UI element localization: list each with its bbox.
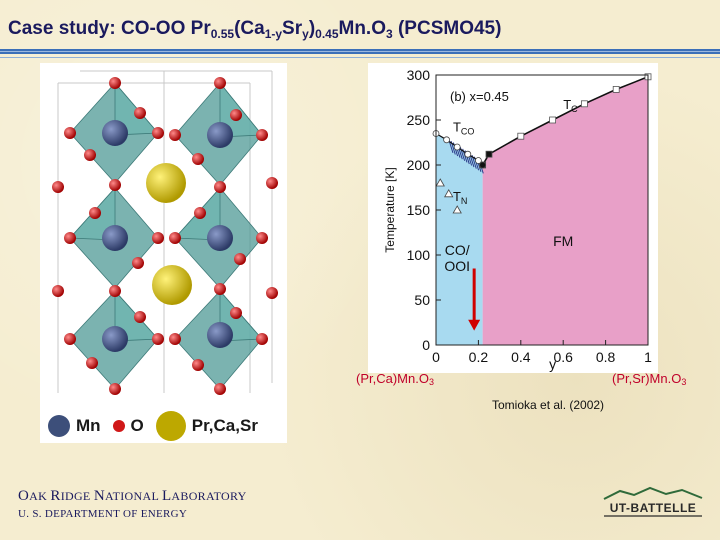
slide-title: Case study: CO-OO Pr0.55(Ca1-ySry)0.45Mn… bbox=[8, 18, 502, 41]
axis-ticks: 0 50 100 150 200 250 300 0 0.2 0.4 0.6 0.8 1 bbox=[407, 67, 652, 365]
tco-point bbox=[443, 136, 450, 144]
x-tick-label: 0.2 bbox=[469, 349, 489, 365]
reference-citation: Tomioka et al. (2002) bbox=[492, 398, 605, 412]
x-tick-label: 0.6 bbox=[553, 349, 573, 365]
series-label-Tc: TC bbox=[563, 97, 578, 114]
title-divider-thin bbox=[0, 57, 720, 58]
y-tick-label: 50 bbox=[414, 292, 430, 308]
ornl-name-part: R bbox=[50, 488, 61, 504]
x-axis-label: y bbox=[549, 356, 556, 372]
phase-diagram: 0 50 100 150 200 250 300 0 0.2 0.4 0.6 0.8 1 Tempera… bbox=[368, 63, 658, 373]
o-legend-swatch bbox=[112, 420, 125, 432]
ornl-name-part: ATIONAL bbox=[105, 489, 162, 503]
region-labels: CO/OOI FM bbox=[444, 233, 573, 274]
tc-point bbox=[549, 116, 557, 124]
tn-point bbox=[435, 178, 445, 187]
tc-point bbox=[580, 100, 588, 108]
tco-point bbox=[453, 143, 461, 151]
y-tick-label: 300 bbox=[407, 67, 431, 83]
a-site-atoms bbox=[146, 163, 192, 305]
o-atoms bbox=[52, 77, 278, 395]
tn-point bbox=[452, 205, 462, 214]
a-site-legend-swatch bbox=[155, 411, 186, 441]
ut-battelle-mountain-icon bbox=[603, 486, 703, 517]
crystal-structure-svg bbox=[52, 70, 278, 395]
octahedra bbox=[69, 81, 263, 390]
tn-point bbox=[444, 188, 454, 198]
y-tick-label: 200 bbox=[407, 157, 431, 173]
composition-arrow bbox=[468, 268, 481, 331]
series-labels: TC TCO TN bbox=[453, 97, 578, 206]
ornl-name-part: N bbox=[93, 488, 105, 504]
mn-legend-swatch bbox=[48, 415, 70, 437]
o-legend-label: O bbox=[130, 416, 144, 435]
ornl-wordmark: OAK RIDGE NATIONAL LABORATORY U. S. DEPA… bbox=[18, 488, 247, 520]
composition-left-label: (Pr,Ca)Mn.O3 bbox=[356, 371, 434, 387]
composition-right-label: (Pr,Sr)Mn.O3 bbox=[612, 371, 687, 387]
y-tick-label: 150 bbox=[407, 202, 431, 218]
atom-legend: Mn O Pr,Ca,Sr bbox=[48, 410, 258, 442]
tco-point bbox=[464, 150, 472, 158]
ornl-name-part: AK bbox=[29, 489, 51, 503]
tc-point bbox=[517, 132, 525, 140]
tc-point bbox=[485, 150, 493, 158]
y-tick-label: 100 bbox=[407, 247, 431, 263]
region-label-fm: FM bbox=[553, 233, 573, 249]
ornl-name-part: O bbox=[18, 488, 30, 504]
data-points bbox=[432, 73, 652, 214]
x-tick-label: 0.4 bbox=[511, 349, 531, 365]
y-tick-label: 0 bbox=[422, 337, 430, 353]
co-ooi-region bbox=[436, 133, 483, 345]
region-label-co-ooi: CO/ bbox=[445, 242, 470, 258]
tco-point bbox=[479, 161, 487, 169]
y-axis-label: Temperature [K] bbox=[383, 167, 397, 252]
a-site-legend-label: Pr,Ca,Sr bbox=[191, 416, 258, 435]
series-label-Tco: TCO bbox=[453, 120, 474, 137]
region-label-co-ooi: OOI bbox=[444, 258, 470, 274]
crystal-structure-figure bbox=[40, 63, 287, 443]
ornl-name-part: ABORATORY bbox=[171, 489, 247, 503]
y-tick-label: 250 bbox=[407, 112, 431, 128]
ornl-name-part: IDGE bbox=[60, 489, 94, 503]
phase-diagram-svg: 0 50 100 150 200 250 300 0 0.2 0.4 0.6 0.8 1 Tempera… bbox=[383, 67, 652, 372]
title-divider bbox=[0, 49, 720, 54]
panel-label: (b) x=0.45 bbox=[450, 89, 509, 104]
ornl-name: OAK RIDGE NATIONAL LABORATORY bbox=[18, 488, 247, 505]
x-tick-label: 0.8 bbox=[596, 349, 616, 365]
ornl-department: U. S. DEPARTMENT OF ENERGY bbox=[18, 508, 188, 520]
tco-point bbox=[475, 157, 482, 164]
ornl-name-part: L bbox=[161, 488, 172, 504]
ut-battelle-text: UT-BATTELLE bbox=[609, 501, 697, 515]
ut-battelle-logo: UT-BATTELLE bbox=[600, 485, 706, 519]
fm-region bbox=[482, 76, 648, 346]
x-tick-label: 0 bbox=[432, 349, 440, 365]
tc-point bbox=[612, 85, 620, 93]
arrow-head bbox=[468, 319, 481, 331]
x-tick-label: 1 bbox=[644, 349, 652, 365]
series-label-TN: TN bbox=[453, 189, 467, 206]
mn-legend-label: Mn bbox=[76, 416, 101, 435]
mn-atoms bbox=[102, 120, 233, 352]
